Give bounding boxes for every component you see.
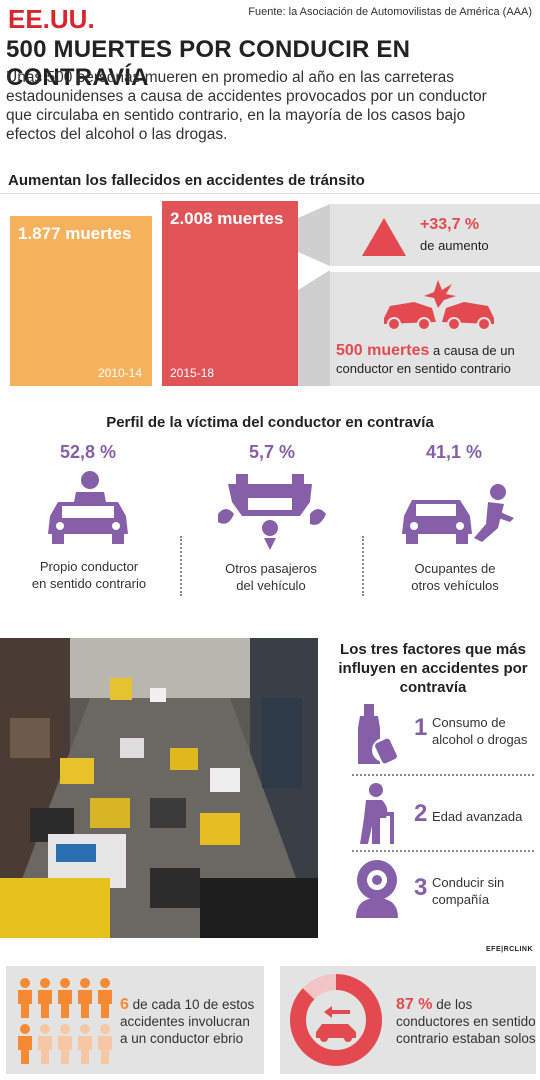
factor-text-line: Conducir sin: [432, 875, 505, 890]
factor-text-line: compañía: [432, 892, 490, 907]
source-note: Fuente: la Asociación de Automovilistas …: [248, 6, 532, 18]
person-figure: [38, 1024, 52, 1064]
solo-stat-text: 87 % de los conductores en sentido contr…: [396, 996, 536, 1047]
profile-label-line: Propio conductor: [39, 559, 139, 574]
person-figure: [98, 978, 112, 1018]
drunk-stat-line: de cada 10 de estos: [132, 997, 255, 1012]
deaths-text-2: conductor en sentido contrario: [336, 361, 511, 376]
connector-shape: [298, 204, 330, 386]
bar-value-label: 2.008 muertes: [170, 209, 284, 228]
drunk-driver-stat: 6 de cada 10 de estos accidentes involuc…: [6, 966, 264, 1074]
drunk-stat-line: accidentes involucran: [120, 1014, 250, 1029]
fatalities-section-title: Aumentan los fallecidos en accidentes de…: [8, 172, 365, 189]
factor-text-1: Consumo de alcohol o drogas: [432, 714, 527, 748]
factors-title-line: influyen en accidentes por: [338, 660, 528, 677]
profile-pct-others: 41,1 %: [425, 442, 483, 462]
profile-label-line: del vehículo: [236, 578, 306, 593]
person-figure: [18, 1024, 32, 1064]
person-figure: [78, 978, 92, 1018]
factors-title-line: Los tres factores que más: [340, 641, 526, 658]
divider: [180, 536, 182, 596]
deaths-text-1: a causa de un: [433, 343, 515, 358]
deaths-highlight: 500 muertes: [336, 342, 430, 359]
solo-stat-line: contrario estaban solos: [396, 1031, 536, 1046]
efe-logo: EFE|RCLINK: [486, 946, 534, 953]
factors-title: Los tres factores que más influyen en ac…: [330, 640, 536, 697]
profile-label-line: en sentido contrario: [31, 576, 147, 591]
bottle-icon: [358, 704, 397, 764]
people-grid-icon: [18, 978, 112, 1064]
overturned-car-icon: [218, 474, 326, 550]
bar-period-label: 2015-18: [170, 366, 215, 380]
increase-box: +33,7 % de aumento: [330, 204, 540, 266]
person-figure: [58, 1024, 72, 1064]
car-crash-icon: [384, 280, 494, 331]
factor-text-3: Conducir sin compañía: [432, 874, 504, 908]
donut-arc: [290, 974, 382, 1066]
factor-number-2: 2: [414, 800, 428, 827]
solo-donut-chart: [290, 974, 382, 1066]
bar-value-label: 1.877 muertes: [18, 224, 132, 243]
car-icon: [316, 1024, 356, 1038]
driver-crash-icon: [48, 471, 128, 544]
profile-pct-passengers: 5,7 %: [248, 442, 296, 462]
profile-label-driver: Propio conductor en sentido contrario: [14, 558, 164, 592]
deaths-box: 500 muertes a causa de un conductor en s…: [330, 272, 540, 386]
factor-number-1: 1: [414, 714, 428, 741]
profile-label-line: otros vehículos: [411, 578, 499, 593]
solo-stat-line: de los: [436, 997, 473, 1012]
country-tag: EE.UU.: [8, 4, 95, 34]
person-figure: [18, 978, 32, 1018]
pedestrian-hit-icon: [402, 484, 514, 544]
solo-stat-pct: 87 %: [396, 996, 433, 1013]
person-figure: [58, 978, 72, 1018]
bar-period-label: 2010-14: [97, 366, 142, 380]
profile-label-line: Otros pasajeros: [225, 561, 317, 576]
profile-pct-driver: 52,8 %: [59, 442, 117, 462]
wrong-way-arrow-icon: [324, 1006, 350, 1018]
person-figure: [78, 1024, 92, 1064]
divider: [362, 536, 364, 596]
increase-label: de aumento: [420, 238, 489, 253]
increase-pct: +33,7 %: [420, 216, 480, 233]
bar-2015-18: 2.008 muertes 2015-18: [162, 201, 298, 386]
person-figure: [98, 1024, 112, 1064]
page-title: 500 MUERTES POR CONDUCIR EN CONTRAVÍA: [6, 36, 411, 91]
factor-number-3: 3: [414, 874, 428, 901]
divider: [0, 193, 540, 194]
profile-section-title: Perfil de la víctima del conductor en co…: [106, 414, 434, 431]
elderly-person-icon: [360, 783, 394, 844]
divider: [352, 774, 534, 776]
drunk-stat-number: 6: [120, 996, 129, 1013]
profile-label-others: Ocupantes de otros vehículos: [380, 560, 530, 594]
solo-driver-stat: 87 % de los conductores en sentido contr…: [280, 966, 536, 1074]
traffic-photo: [0, 638, 318, 938]
solo-driver-icon: [356, 860, 398, 918]
drunk-stat-text: 6 de cada 10 de estos accidentes involuc…: [120, 996, 260, 1047]
person-figure: [38, 978, 52, 1018]
factor-text-line: Consumo de: [432, 715, 506, 730]
factor-text-line: alcohol o drogas: [432, 732, 528, 747]
divider: [352, 850, 534, 852]
bar-2010-14: 1.877 muertes 2010-14: [10, 216, 152, 386]
drunk-stat-line: a un conductor ebrio: [120, 1031, 244, 1046]
factors-title-line: contravía: [399, 679, 467, 696]
profile-label-passengers: Otros pasajeros del vehículo: [196, 560, 346, 594]
factor-text-2: Edad avanzada: [432, 809, 523, 824]
up-triangle-icon: [362, 218, 406, 256]
solo-stat-line: conductores en sentido: [396, 1014, 536, 1029]
deaths-text: 500 muertes a causa de un conductor en s…: [336, 342, 540, 378]
lead-paragraph: Unas 500 personas mueren en promedio al …: [6, 69, 487, 143]
profile-label-line: Ocupantes de: [414, 561, 496, 576]
traffic-scene-image: [0, 638, 318, 938]
